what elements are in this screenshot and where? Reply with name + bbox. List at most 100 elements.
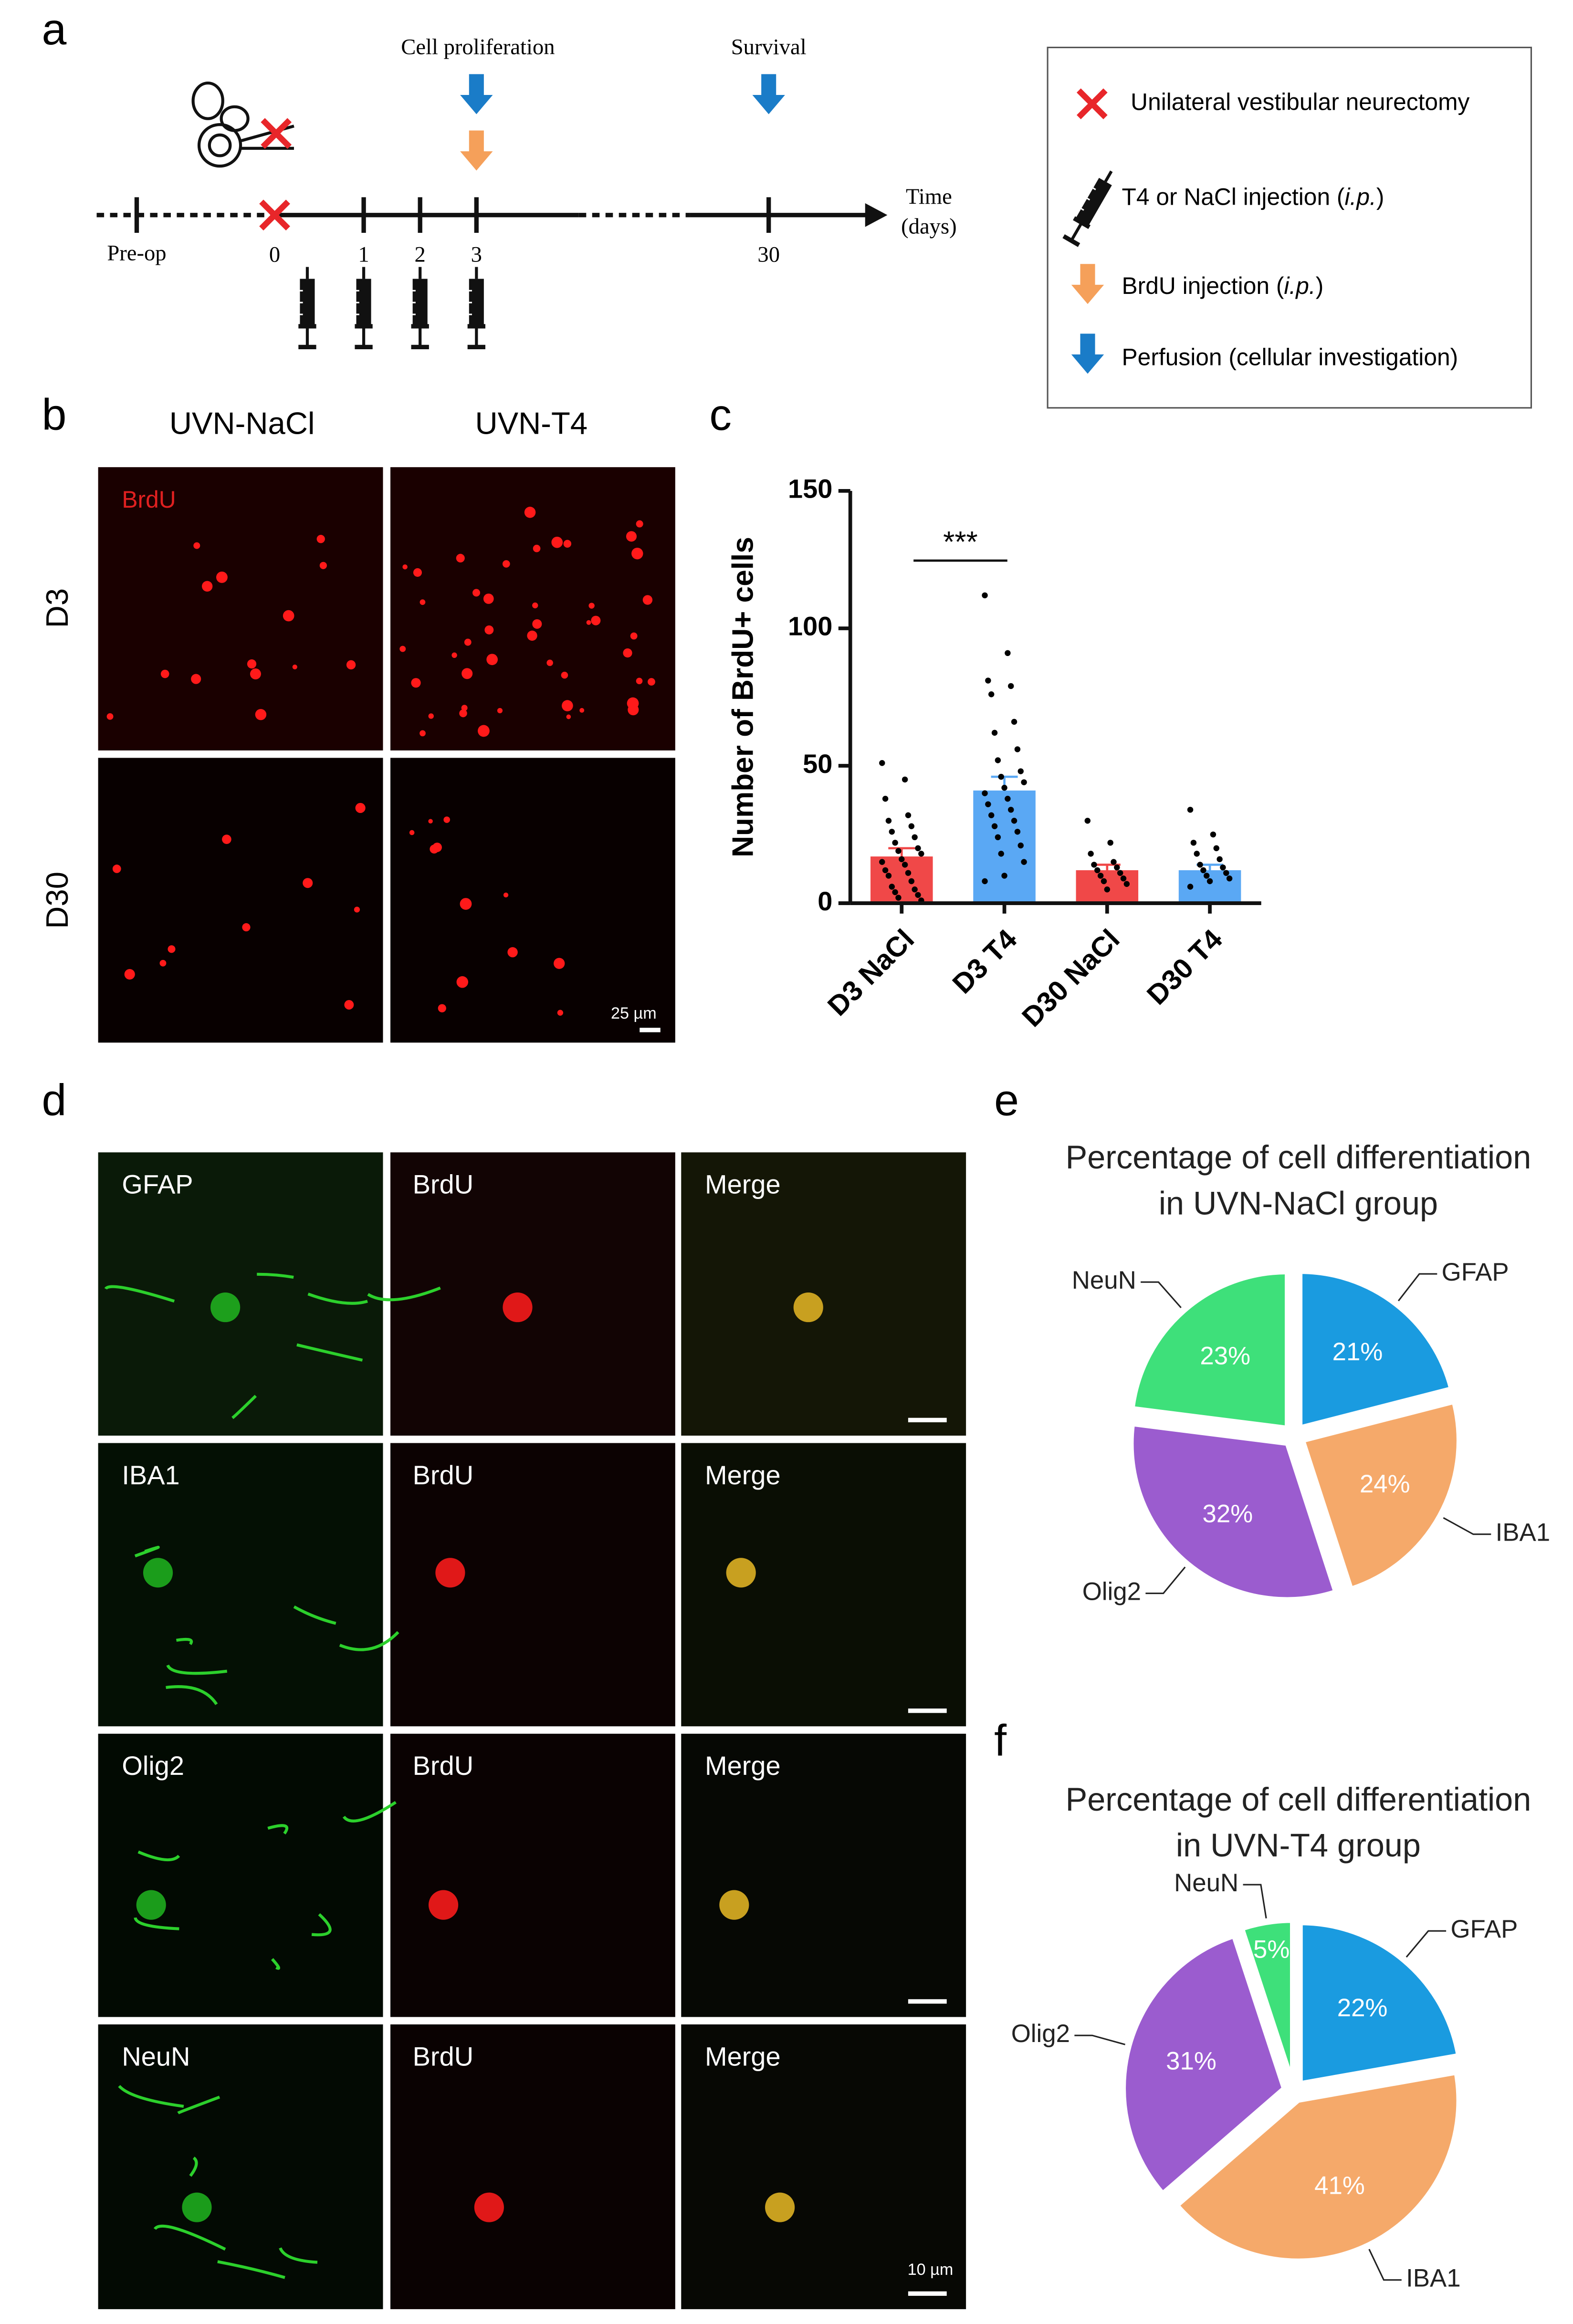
axis-label: (days)	[901, 214, 956, 239]
speck	[630, 632, 638, 640]
data-point	[1008, 683, 1014, 689]
panel-label: a	[42, 4, 67, 54]
data-point	[908, 878, 915, 885]
day-label: 0	[269, 242, 280, 267]
speck	[428, 819, 433, 823]
day-label: 2	[415, 242, 426, 267]
data-point	[991, 730, 998, 736]
column-header: UVN-NaCl	[169, 406, 315, 440]
data-point	[1120, 875, 1127, 882]
data-point	[1084, 818, 1091, 824]
slice-label: 23%	[1200, 1342, 1250, 1370]
speck	[303, 878, 313, 888]
data-point	[892, 889, 898, 896]
pie-slice	[1130, 1270, 1290, 1430]
stain-label: BrdU	[122, 486, 176, 513]
legend-text: BrdU injection (	[1122, 272, 1284, 299]
speck	[250, 668, 261, 679]
x-tick-label: D3 T4	[946, 923, 1023, 1000]
speck	[247, 659, 257, 669]
cell	[210, 1292, 241, 1323]
data-point	[1194, 851, 1200, 857]
speck	[588, 603, 595, 609]
legend-label: T4 or NaCl injection (i.p.)	[1122, 184, 1384, 210]
y-tick-label: 50	[803, 749, 832, 779]
speck	[484, 625, 494, 635]
leader-line	[1074, 2034, 1125, 2045]
speck	[112, 865, 121, 873]
scale-label: 25 µm	[611, 1004, 657, 1022]
data-point	[885, 873, 892, 879]
bar	[973, 790, 1036, 904]
data-point	[889, 884, 895, 890]
day-label: 1	[358, 242, 369, 267]
cell	[719, 1890, 749, 1920]
leader-line	[1443, 1517, 1491, 1535]
data-point	[1014, 829, 1021, 835]
legend: Unilateral vestibular neurectomy T4 or N…	[1047, 46, 1532, 409]
data-point	[1197, 862, 1203, 868]
data-point	[1094, 867, 1101, 874]
chart-title: in UVN-T4 group	[1176, 1827, 1421, 1864]
data-point	[918, 851, 924, 857]
speck	[428, 713, 434, 719]
stain-label: BrdU	[413, 1169, 473, 1199]
stain-label: Olig2	[122, 1751, 184, 1781]
process	[217, 2260, 285, 2279]
speck	[566, 714, 571, 719]
process	[339, 1631, 399, 1651]
stain-label: IBA1	[122, 1460, 179, 1490]
speck	[486, 654, 498, 666]
speck	[316, 535, 325, 543]
speck	[562, 700, 573, 711]
cell	[793, 1292, 823, 1323]
speck	[483, 594, 494, 604]
event-label: Cell proliferation	[401, 34, 555, 59]
day-label: 3	[471, 242, 482, 267]
data-point	[1123, 881, 1130, 887]
data-point	[912, 886, 918, 893]
speck	[438, 1004, 446, 1012]
data-point	[1187, 884, 1194, 890]
speck	[554, 958, 565, 969]
data-point	[1014, 746, 1021, 752]
process	[293, 1605, 336, 1625]
speck	[168, 945, 176, 953]
data-point	[1111, 859, 1117, 865]
process	[118, 2085, 184, 2108]
process	[231, 1395, 257, 1419]
speck	[532, 619, 542, 629]
speck	[419, 599, 426, 605]
data-point	[1091, 862, 1097, 868]
stain-label: GFAP	[122, 1169, 193, 1199]
data-point	[899, 856, 905, 863]
process	[104, 1285, 175, 1303]
speck	[648, 678, 655, 686]
category-label: GFAP	[1450, 1915, 1518, 1943]
process	[271, 1958, 281, 1970]
cell	[503, 1292, 533, 1323]
speck	[551, 536, 563, 548]
legend-text: )	[1376, 184, 1384, 210]
data-point	[1223, 870, 1229, 876]
pie-slice	[1121, 1933, 1287, 2197]
speck	[319, 562, 327, 569]
data-point	[879, 760, 885, 766]
stain-label: BrdU	[413, 1460, 473, 1490]
data-point	[1206, 878, 1213, 885]
data-point	[908, 823, 915, 829]
speck	[459, 709, 467, 718]
speck	[636, 677, 643, 685]
cell	[429, 1890, 459, 1920]
leader-line	[1145, 1566, 1186, 1594]
slice-label: 32%	[1203, 1500, 1253, 1528]
row-header: D30	[40, 872, 74, 929]
legend-label: BrdU injection (i.p.)	[1122, 272, 1324, 299]
speck	[636, 520, 643, 528]
speck	[354, 907, 360, 913]
slice-label: 31%	[1166, 2047, 1216, 2075]
legend-text: i.p.	[1284, 272, 1315, 299]
data-point	[1088, 851, 1094, 857]
slice-label: 24%	[1360, 1470, 1410, 1498]
legend-label: Perfusion (cellular investigation)	[1122, 344, 1458, 370]
